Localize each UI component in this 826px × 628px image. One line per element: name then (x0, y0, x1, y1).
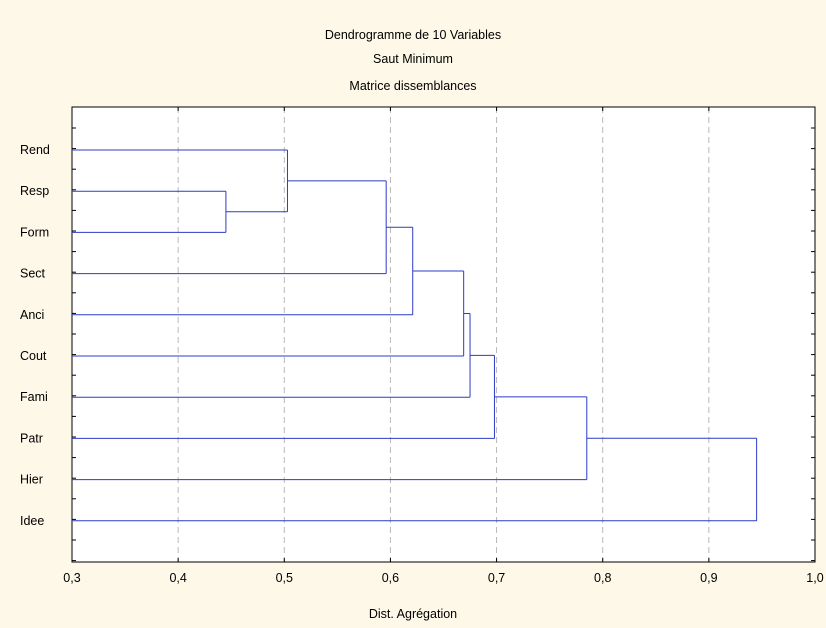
plot-area (72, 107, 815, 562)
x-tick-label: 0,9 (700, 571, 717, 585)
x-tick-label: 0,7 (488, 571, 505, 585)
x-axis-label: Dist. Agrégation (368, 607, 458, 621)
chart-title: Dendrogramme de 10 Variables (324, 28, 502, 42)
leaf-label: Sect (20, 267, 46, 281)
leaf-label: Rend (20, 143, 50, 157)
leaf-label: Resp (20, 184, 49, 198)
leaf-label: Anci (20, 308, 44, 322)
x-tick-label: 1,0 (806, 571, 823, 585)
chart-subtitle-linkage: Saut Minimum (373, 52, 453, 66)
x-tick-label: 0,3 (63, 571, 80, 585)
leaf-label: Fami (20, 390, 48, 404)
chart-subtitle-matrix: Matrice dissemblances (349, 79, 477, 93)
leaf-label: Hier (20, 473, 43, 487)
leaf-label: Patr (20, 431, 43, 445)
x-tick-label: 0,5 (276, 571, 293, 585)
x-tick-label: 0,6 (382, 571, 399, 585)
leaf-label: Form (20, 225, 49, 239)
leaf-label: Idee (20, 514, 44, 528)
x-tick-label: 0,4 (169, 571, 186, 585)
x-tick-label: 0,8 (594, 571, 611, 585)
leaf-label: Cout (20, 349, 47, 363)
